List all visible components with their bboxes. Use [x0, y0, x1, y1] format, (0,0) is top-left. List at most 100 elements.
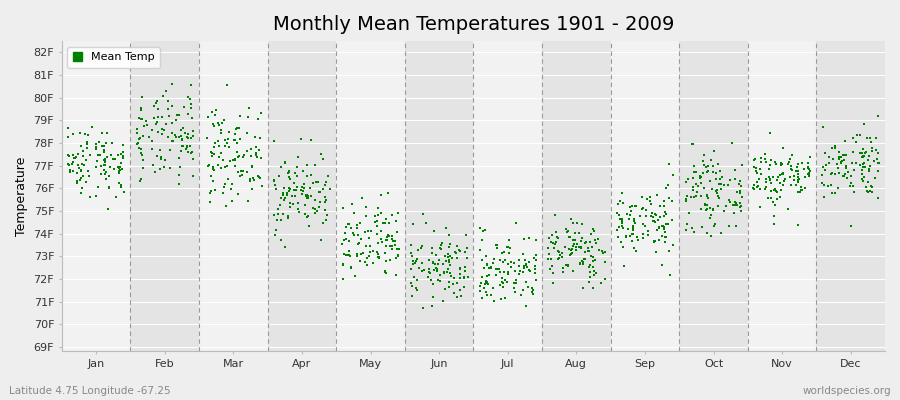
Point [269, 186, 284, 192]
Point [431, 261, 446, 267]
Point [225, 197, 239, 204]
Point [217, 117, 231, 124]
Point [320, 173, 335, 180]
Point [299, 192, 313, 199]
Point [427, 228, 441, 234]
Point [859, 150, 873, 157]
Point [617, 263, 632, 269]
Point [351, 241, 365, 248]
Point [134, 116, 148, 122]
Point [626, 226, 641, 233]
Bar [337, 41, 405, 351]
Point [204, 109, 219, 115]
Point [148, 100, 163, 106]
Point [646, 218, 661, 224]
Point [153, 154, 167, 160]
Point [442, 258, 456, 265]
Point [297, 181, 311, 187]
Point [483, 265, 498, 272]
Point [349, 251, 364, 258]
Point [495, 274, 509, 281]
Point [391, 252, 405, 259]
Point [337, 237, 351, 244]
Point [208, 111, 222, 118]
Point [860, 179, 875, 185]
Point [625, 203, 639, 210]
Point [559, 226, 573, 232]
Point [318, 199, 332, 205]
Point [657, 198, 671, 205]
Bar [816, 41, 885, 351]
Point [271, 206, 285, 212]
Point [416, 305, 430, 311]
Point [285, 201, 300, 207]
Point [577, 239, 591, 246]
Point [626, 222, 640, 229]
Point [791, 222, 806, 228]
Point [832, 156, 847, 162]
Point [709, 190, 724, 196]
Point [544, 256, 558, 262]
Point [561, 262, 575, 269]
Point [549, 229, 563, 236]
Point [870, 194, 885, 201]
Point [61, 153, 76, 160]
Point [296, 168, 310, 174]
Point [708, 220, 723, 227]
Point [215, 120, 230, 126]
Point [778, 176, 792, 182]
Point [473, 280, 488, 287]
Point [548, 241, 562, 247]
Point [734, 203, 749, 210]
Point [218, 143, 232, 149]
Point [446, 281, 460, 287]
Point [454, 248, 468, 254]
Point [365, 260, 380, 266]
Point [747, 164, 761, 170]
Point [824, 181, 838, 188]
Point [639, 213, 653, 220]
Point [438, 253, 453, 259]
Point [692, 174, 706, 181]
Point [700, 195, 715, 202]
Point [426, 281, 440, 288]
Point [541, 245, 555, 252]
Point [817, 182, 832, 188]
Point [475, 274, 490, 280]
Point [233, 113, 248, 119]
Point [490, 244, 504, 251]
Point [773, 162, 788, 169]
Point [776, 169, 790, 176]
Point [112, 166, 127, 173]
Point [288, 186, 302, 193]
Point [647, 219, 662, 225]
Point [350, 232, 365, 238]
Point [512, 270, 526, 277]
Point [828, 190, 842, 196]
Point [408, 260, 422, 266]
Point [308, 197, 322, 204]
Point [115, 166, 130, 172]
Point [616, 200, 630, 206]
Point [694, 193, 708, 199]
Point [629, 234, 643, 240]
Point [478, 280, 492, 287]
Point [645, 214, 660, 220]
Point [498, 295, 512, 302]
Point [214, 127, 229, 134]
Point [362, 235, 376, 241]
Point [631, 236, 645, 243]
Point [838, 152, 852, 158]
Point [278, 244, 293, 250]
Point [371, 205, 385, 212]
Point [255, 182, 269, 189]
Point [788, 176, 802, 183]
Point [701, 163, 716, 169]
Point [457, 275, 472, 281]
Point [350, 225, 365, 232]
Point [350, 252, 365, 259]
Point [245, 186, 259, 192]
Point [71, 151, 86, 158]
Point [582, 248, 597, 254]
Point [609, 210, 624, 217]
